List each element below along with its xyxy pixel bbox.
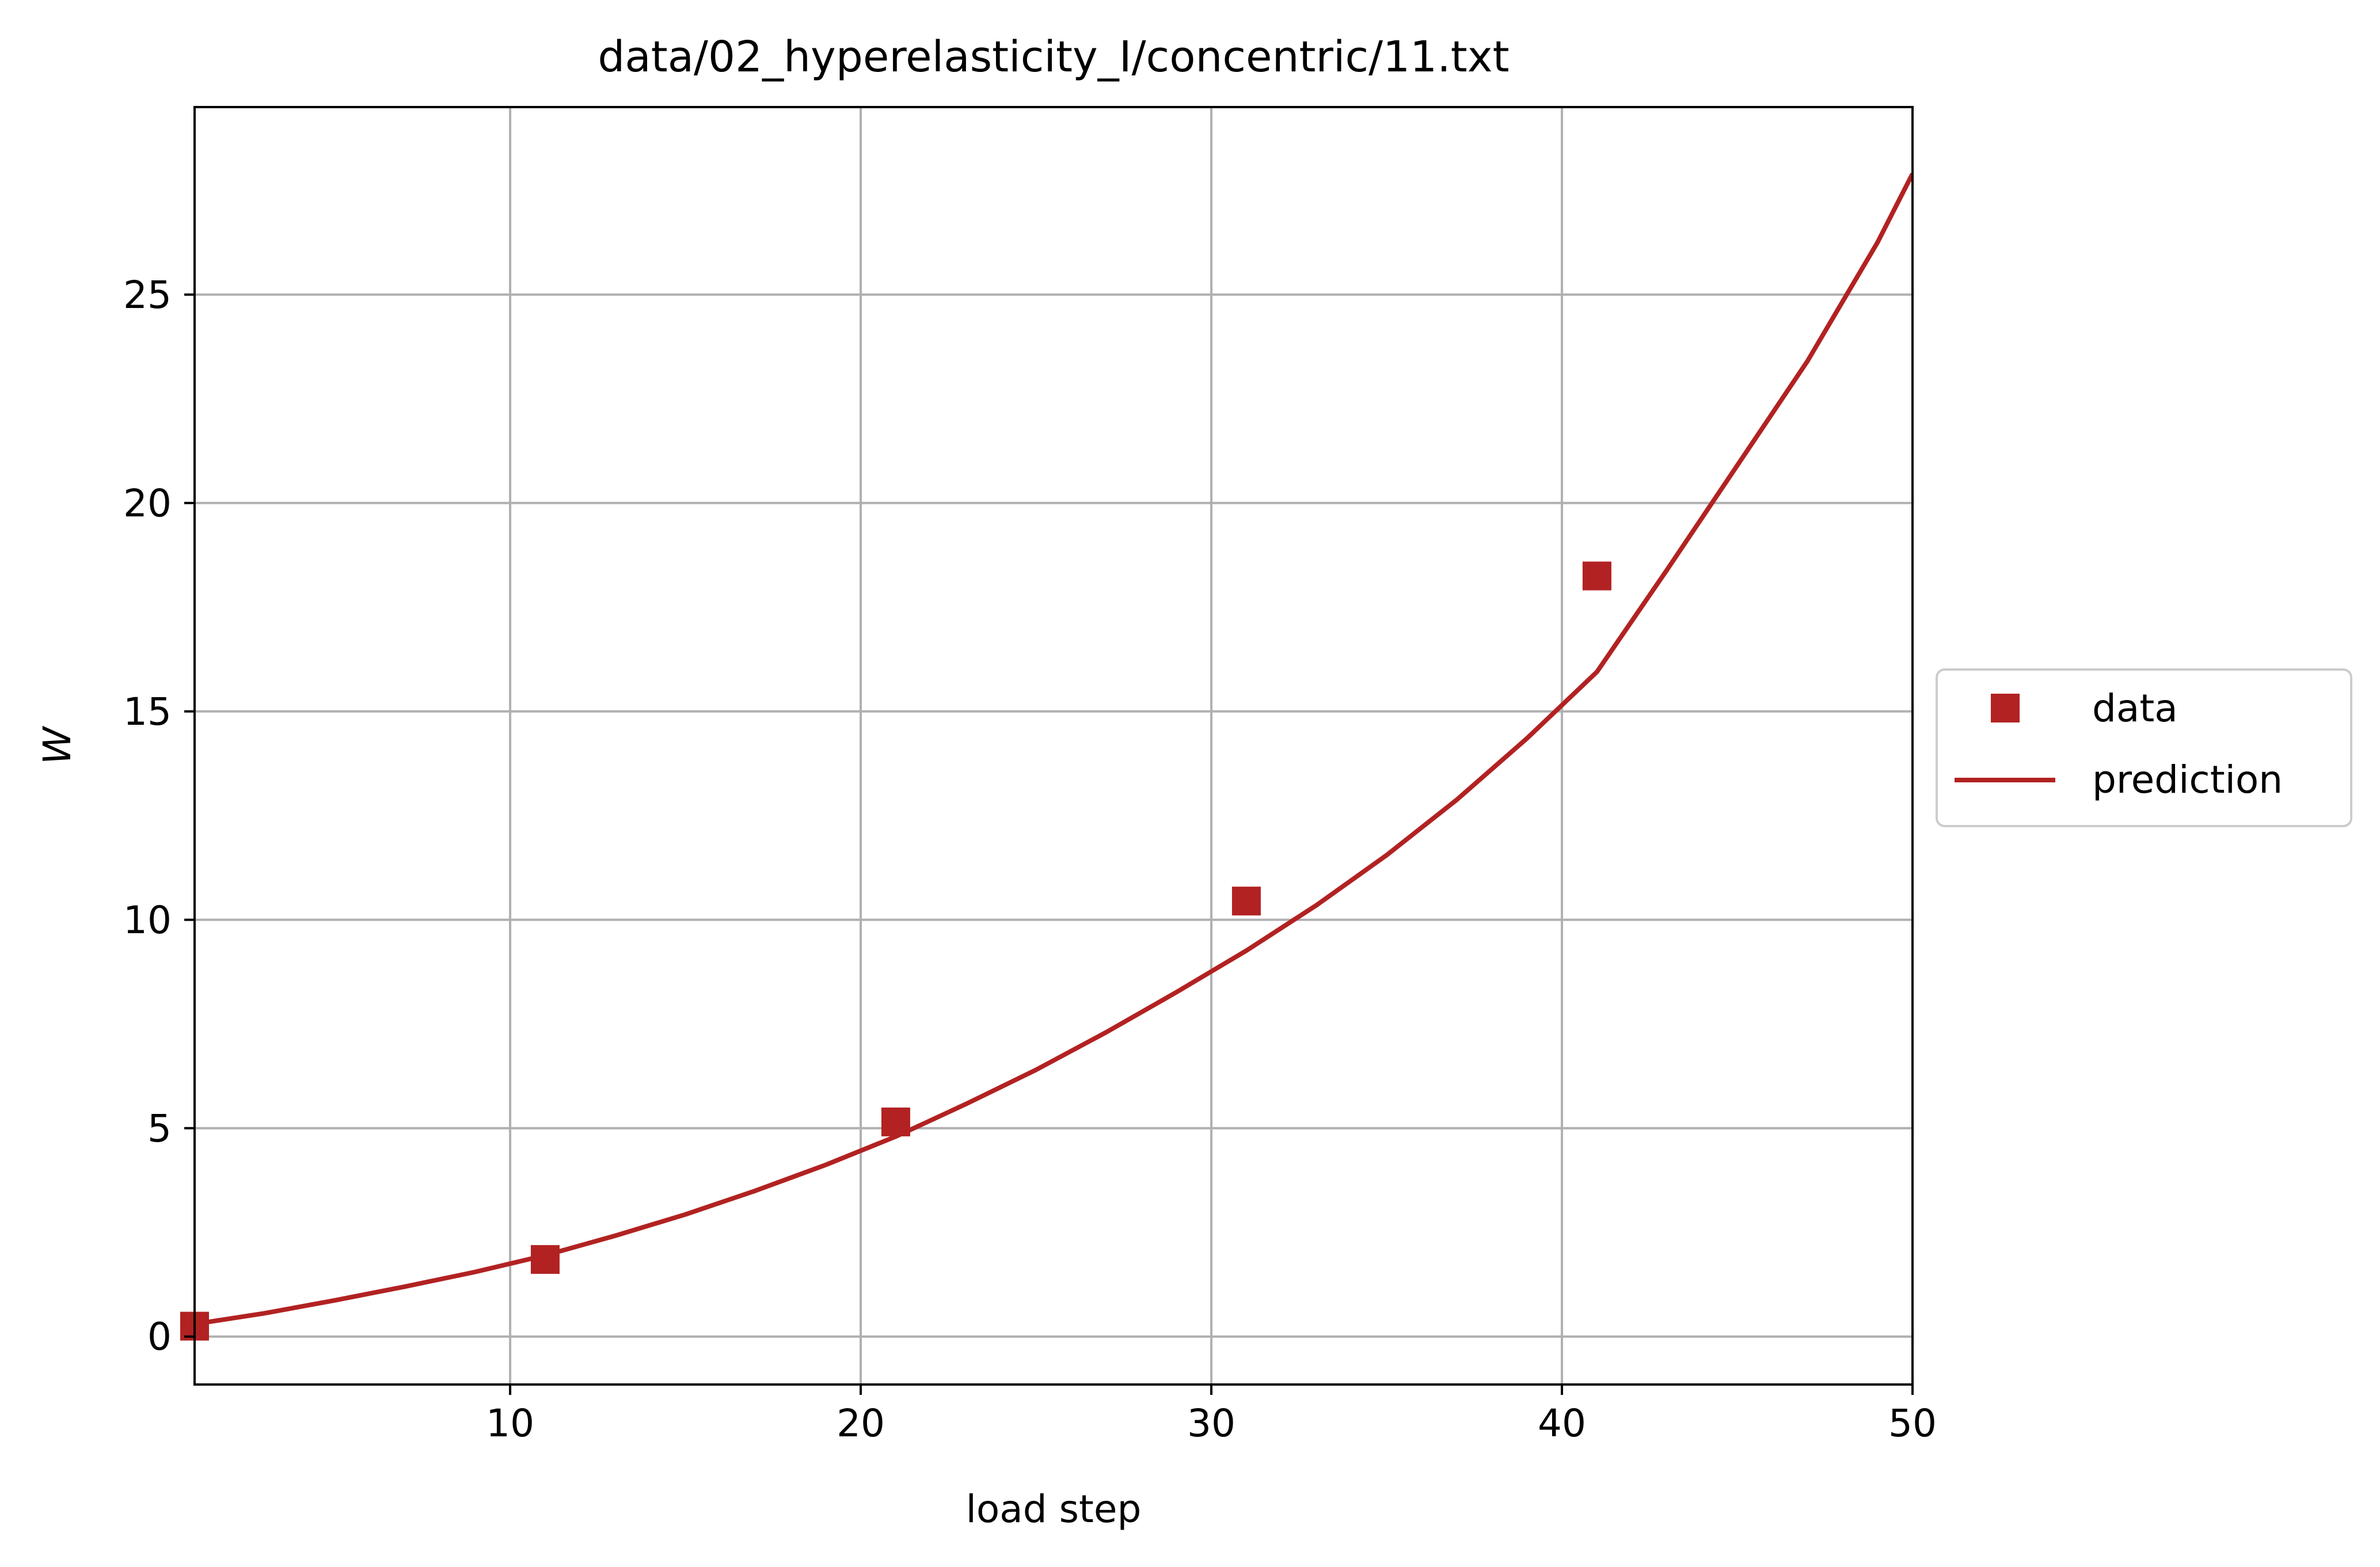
legend: data prediction [1936,668,2352,827]
data-marker-21 [881,1107,910,1136]
chart-title: data/02_hyperelasticity_I/concentric/11.… [598,32,1509,82]
x-tick-label-40: 40 [1538,1401,1586,1446]
y-tick-label-20: 20 [123,481,172,526]
plot-frame [193,106,1914,1386]
data-marker-11 [530,1245,560,1274]
y-tick-label-5: 5 [147,1106,172,1151]
y-tick-label-10: 10 [123,898,172,942]
x-tick-label-50: 50 [1888,1401,1937,1446]
data-marker-41 [1582,561,1611,591]
legend-label-data: data [2092,686,2178,731]
x-tick-label-30: 30 [1187,1401,1235,1446]
y-tick-label-25: 25 [123,273,172,317]
legend-label-prediction: prediction [2092,758,2283,802]
y-tick-label-15: 15 [123,690,172,734]
x-axis-label: load step [966,1487,1142,1531]
prediction-line [195,172,1913,1326]
legend-box [1936,668,2352,827]
x-tick-label-10: 10 [486,1401,534,1446]
data-marker-31 [1231,887,1261,916]
y-tick-label-0: 0 [147,1315,172,1359]
prediction-layer [195,172,1913,1326]
axis-ticks: 10 20 30 40 50 0 5 10 15 20 25 [123,273,1937,1446]
grid [195,107,1914,1385]
legend-marker-data [1991,694,2020,722]
x-tick-label-20: 20 [837,1401,885,1446]
y-axis-label: W [35,725,79,765]
